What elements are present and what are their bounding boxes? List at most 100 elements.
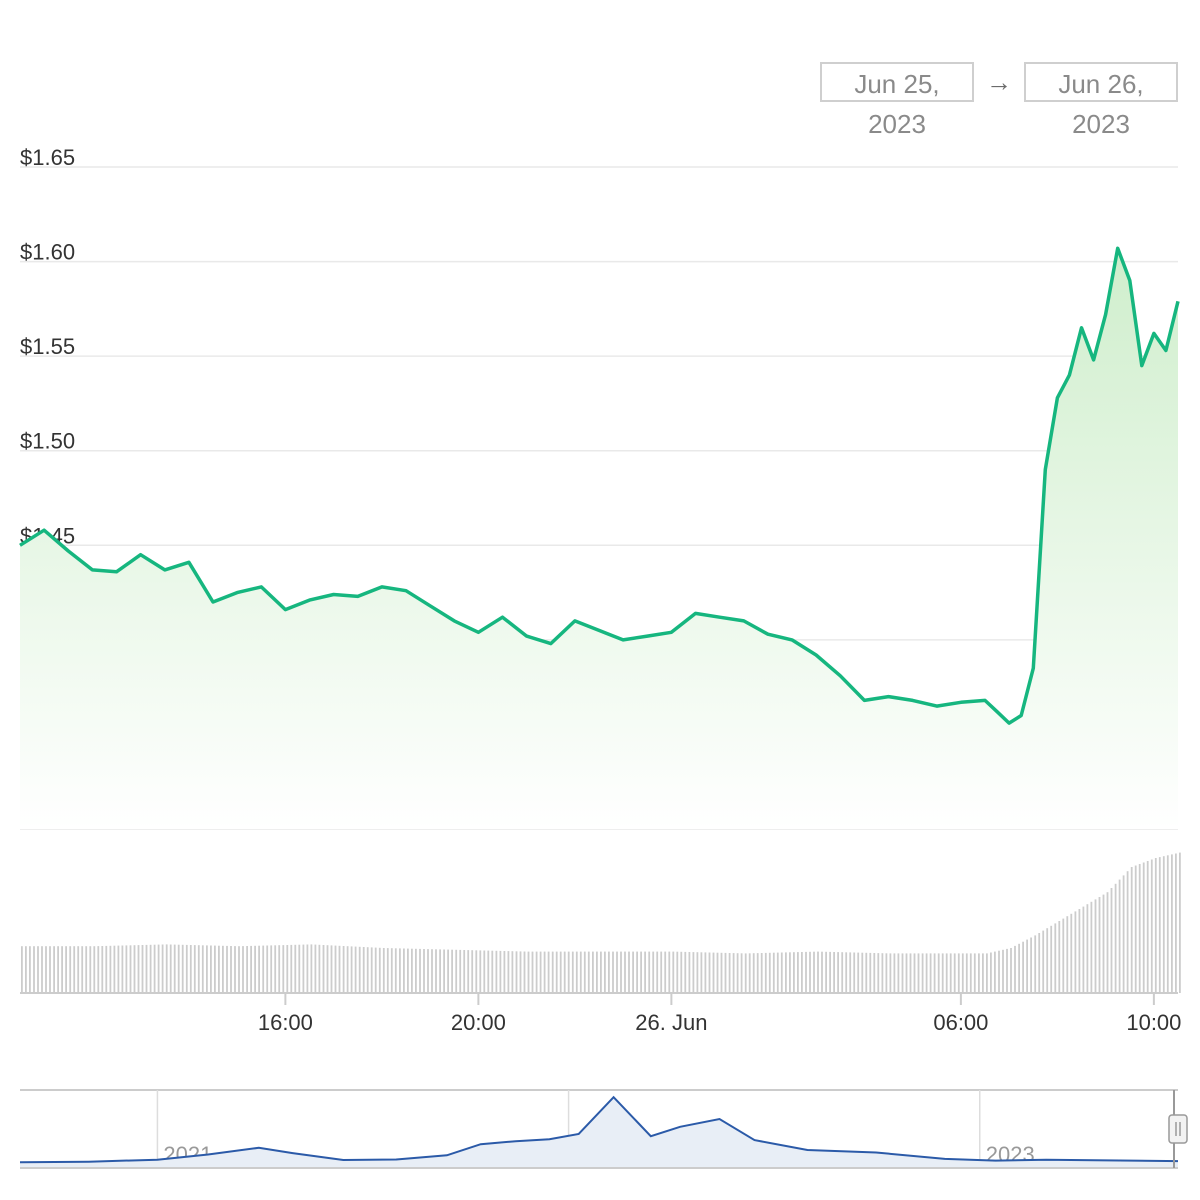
- volume-bar: [531, 951, 534, 993]
- volume-bar: [310, 944, 313, 993]
- volume-bar: [982, 953, 984, 993]
- volume-bar: [957, 953, 960, 993]
- price-area-fill: [20, 248, 1178, 830]
- volume-bar: [141, 945, 144, 993]
- volume-bar: [664, 951, 667, 993]
- range-from-input[interactable]: Jun 25, 2023: [820, 62, 974, 139]
- volume-bar: [994, 951, 996, 993]
- volume-bar: [270, 945, 273, 993]
- volume-bar: [113, 945, 116, 993]
- volume-bar: [354, 946, 357, 993]
- volume-bar: [483, 950, 486, 993]
- volume-bar: [696, 952, 699, 993]
- volume-bar: [1154, 858, 1157, 993]
- volume-bar: [234, 946, 236, 993]
- volume-bar: [189, 945, 192, 993]
- volume-bar: [636, 951, 638, 993]
- volume-bar: [1022, 941, 1024, 993]
- volume-bar: [632, 951, 634, 993]
- volume-bar: [616, 951, 618, 993]
- volume-bar: [604, 951, 606, 993]
- volume-bar: [1126, 871, 1129, 993]
- volume-bar: [857, 952, 860, 993]
- volume-bar: [342, 946, 345, 993]
- volume-bar: [1179, 852, 1181, 993]
- volume-bar: [73, 946, 76, 993]
- volume-bar: [226, 945, 228, 993]
- volume-bar: [925, 953, 928, 993]
- volume-bar: [732, 953, 735, 993]
- volume-bar: [69, 946, 72, 993]
- volume-bar: [700, 952, 703, 993]
- volume-bar: [841, 952, 844, 993]
- volume-bar: [688, 952, 691, 993]
- volume-bar: [724, 952, 727, 993]
- range-to-input[interactable]: Jun 26, 2023: [1024, 62, 1178, 139]
- volume-bar: [149, 944, 152, 993]
- volume-bar: [740, 953, 743, 993]
- volume-bar: [523, 951, 526, 993]
- volume-bar: [845, 952, 848, 993]
- volume-bar: [133, 945, 136, 993]
- volume-bar: [93, 946, 96, 993]
- volume-bar: [129, 945, 132, 993]
- volume-bar: [495, 950, 498, 993]
- volume-bar: [539, 951, 542, 993]
- volume-bar: [423, 949, 425, 993]
- volume-bar: [322, 945, 325, 993]
- volume-bar: [1082, 906, 1085, 993]
- volume-bar: [853, 952, 856, 993]
- volume-bar: [1034, 935, 1037, 993]
- volume-bar: [193, 945, 196, 993]
- volume-bar: [282, 945, 285, 993]
- volume-bar: [913, 953, 916, 993]
- volume-bar: [491, 950, 494, 993]
- volume-bar: [210, 945, 212, 993]
- volume-bar: [720, 952, 723, 993]
- volume-bar: [467, 950, 470, 993]
- volume-bar: [905, 953, 908, 993]
- volume-bar: [362, 947, 365, 993]
- volume-bar: [169, 944, 172, 993]
- volume-bar: [21, 946, 23, 993]
- volume-bar: [382, 948, 385, 993]
- volume-bar: [748, 953, 751, 993]
- volume-bar: [370, 947, 373, 993]
- volume-bar: [185, 944, 188, 993]
- volume-bar: [479, 950, 482, 993]
- volume-bar: [455, 949, 458, 993]
- volume-bar: [262, 945, 265, 993]
- volume-bar: [165, 944, 168, 993]
- volume-bar: [1146, 861, 1149, 993]
- volume-bar: [789, 952, 791, 993]
- volume-bar: [809, 951, 811, 993]
- volume-bar: [628, 951, 630, 993]
- volume-bar: [1142, 862, 1145, 993]
- volume-bar: [1018, 943, 1020, 993]
- volume-bar: [471, 950, 474, 993]
- volume-bar: [459, 949, 462, 993]
- volume-bar: [463, 950, 466, 993]
- volume-bar: [600, 951, 602, 993]
- volume-bar: [608, 951, 610, 993]
- volume-bar: [173, 944, 176, 993]
- volume-bar: [246, 946, 248, 993]
- volume-bar: [358, 946, 361, 993]
- volume-bar: [772, 952, 775, 993]
- volume-bar: [676, 951, 679, 993]
- volume-bar: [1010, 948, 1012, 993]
- navigator-handle-icon[interactable]: [1168, 1114, 1188, 1144]
- volume-bar: [97, 946, 100, 993]
- volume-bar: [728, 953, 731, 993]
- volume-bar: [998, 950, 1000, 993]
- y-tick-label: $1.50: [20, 429, 75, 454]
- volume-bar: [805, 951, 807, 993]
- volume-bar: [439, 949, 441, 993]
- volume-bar: [756, 953, 759, 993]
- volume-bar: [1046, 928, 1049, 993]
- navigator[interactable]: 202120222023: [19, 1089, 1188, 1169]
- volume-bar: [785, 952, 787, 993]
- volume-bar: [656, 951, 659, 993]
- volume-bar: [33, 946, 35, 993]
- volume-bar: [431, 949, 433, 993]
